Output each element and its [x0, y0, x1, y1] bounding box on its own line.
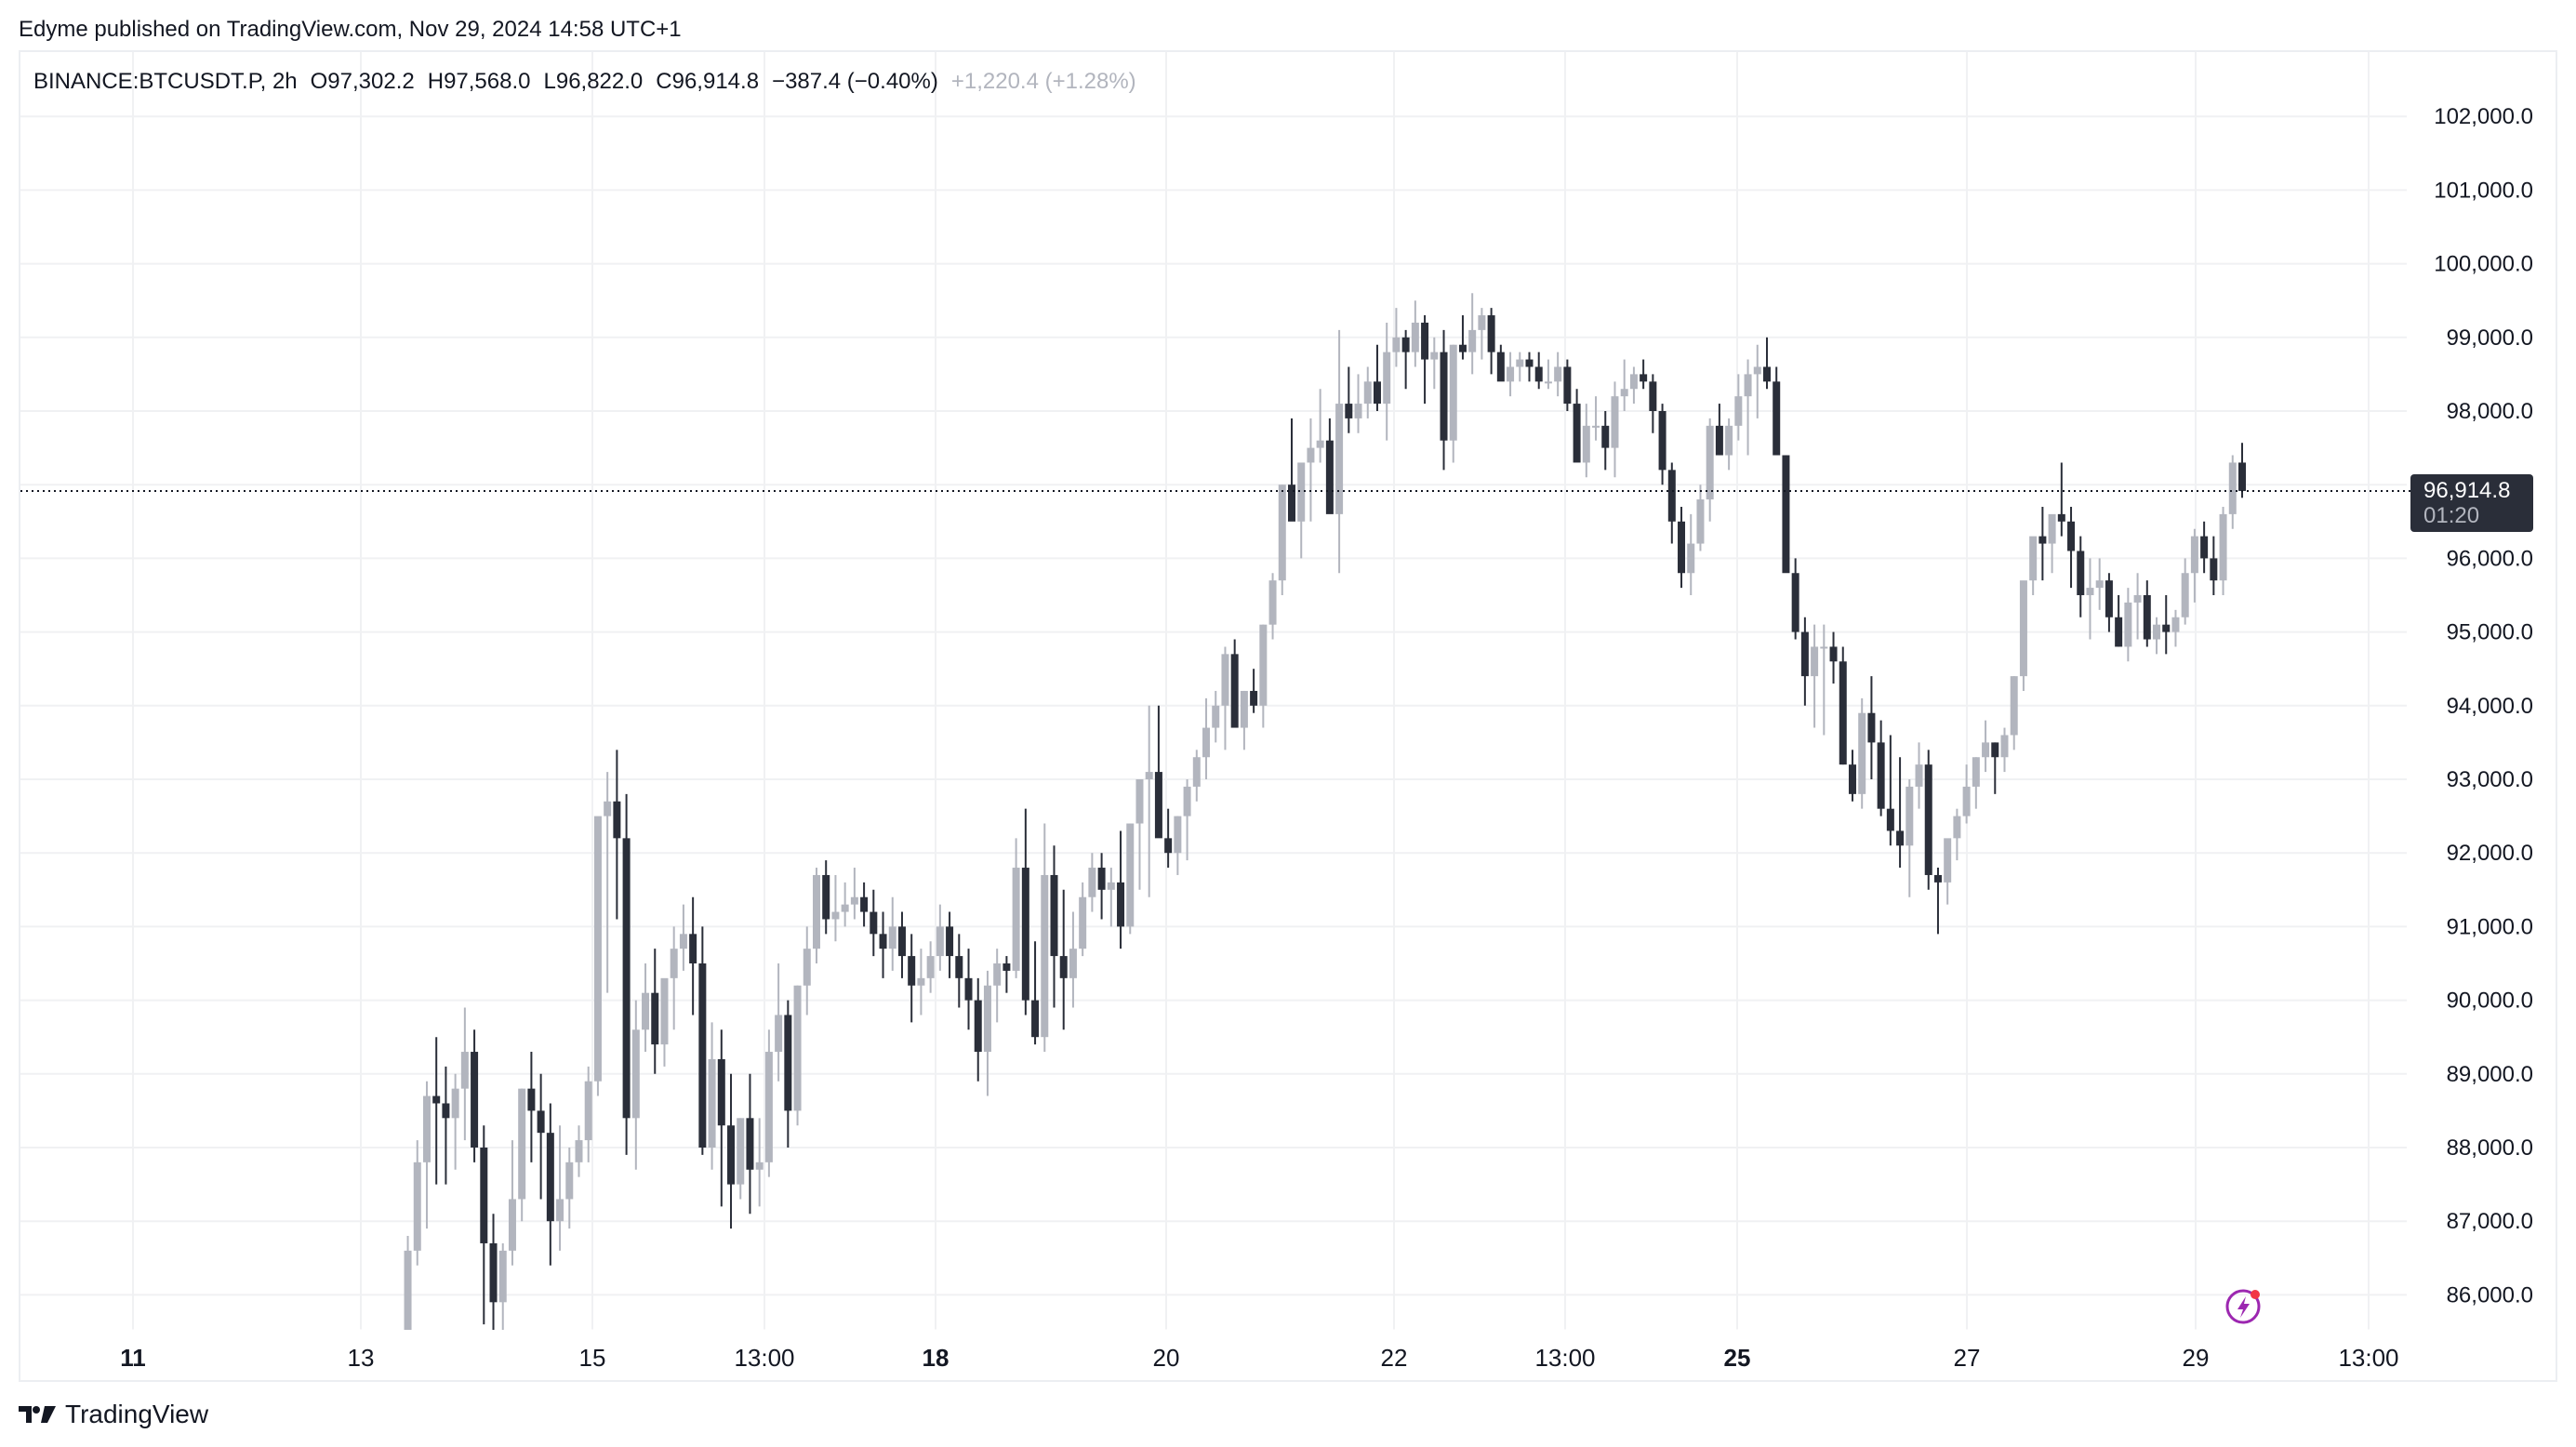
price-tick-label: 101,000.0	[2434, 178, 2533, 203]
price-tick-label: 90,000.0	[2447, 989, 2533, 1014]
time-tick-label: 13	[348, 1344, 375, 1372]
time-tick-label: 20	[1153, 1344, 1180, 1372]
grid-lines	[20, 52, 2556, 1331]
legend-close: C96,914.8	[656, 69, 760, 94]
lightning-icon[interactable]	[2224, 1286, 2265, 1327]
price-tick-label: 95,000.0	[2447, 620, 2533, 645]
time-tick-label: 15	[579, 1344, 606, 1372]
legend-high: H97,568.0	[427, 69, 531, 94]
time-tick-label: 13:00	[2338, 1344, 2398, 1372]
price-tick-label: 89,000.0	[2447, 1062, 2533, 1087]
price-tick-label: 93,000.0	[2447, 767, 2533, 792]
time-tick-label: 13:00	[1534, 1344, 1595, 1372]
legend-change: −387.4 (−0.40%)	[772, 69, 938, 94]
time-tick-label: 22	[1381, 1344, 1408, 1372]
ohlc-legend: BINANCE:BTCUSDT.P, 2h O97,302.2 H97,568.…	[33, 69, 1136, 95]
legend-symbol[interactable]: BINANCE:BTCUSDT.P, 2h	[33, 69, 298, 94]
time-tick-label: 27	[1954, 1344, 1981, 1372]
legend-low: L96,822.0	[543, 69, 644, 94]
legend-open: O97,302.2	[310, 69, 415, 94]
last-price-value: 96,914.8	[2423, 478, 2511, 503]
price-tick-label: 98,000.0	[2447, 399, 2533, 424]
time-tick-label: 25	[1724, 1344, 1751, 1372]
candles	[404, 293, 2246, 1330]
chart-frame	[19, 50, 2557, 1382]
footer-brand-label: TradingView	[65, 1400, 209, 1428]
time-axis[interactable]: 11 13 15 13:00 18 20 22 13:00 25 27 29 13:00	[120, 1344, 2398, 1372]
time-tick-label: 11	[120, 1344, 146, 1372]
price-tick-label: 86,000.0	[2447, 1282, 2533, 1308]
price-tick-label: 96,000.0	[2447, 546, 2533, 571]
bar-countdown: 01:20	[2423, 503, 2480, 528]
footer-brand[interactable]: TradingView	[19, 1400, 208, 1429]
publisher-line: Edyme published on TradingView.com, Nov …	[19, 17, 682, 42]
legend-extra-change: +1,220.4 (+1.28%)	[950, 69, 1136, 94]
price-tick-label: 99,000.0	[2447, 325, 2533, 351]
time-tick-label: 13:00	[734, 1344, 794, 1372]
price-axis[interactable]: 102,000.0 101,000.0 100,000.0 99,000.0 98,00…	[2434, 104, 2533, 1308]
tradingview-logo-icon	[19, 1406, 56, 1423]
price-tick-label: 91,000.0	[2447, 914, 2533, 939]
price-tick-label: 87,000.0	[2447, 1209, 2533, 1234]
price-tick-label: 92,000.0	[2447, 841, 2533, 866]
time-tick-label: 29	[2183, 1344, 2210, 1372]
last-price-badge: 96,914.8 01:20	[2410, 474, 2533, 532]
price-tick-label: 94,000.0	[2447, 694, 2533, 719]
time-tick-label: 18	[923, 1344, 949, 1372]
price-tick-label: 88,000.0	[2447, 1135, 2533, 1161]
price-tick-label: 102,000.0	[2434, 104, 2533, 129]
price-tick-label: 100,000.0	[2434, 252, 2533, 277]
